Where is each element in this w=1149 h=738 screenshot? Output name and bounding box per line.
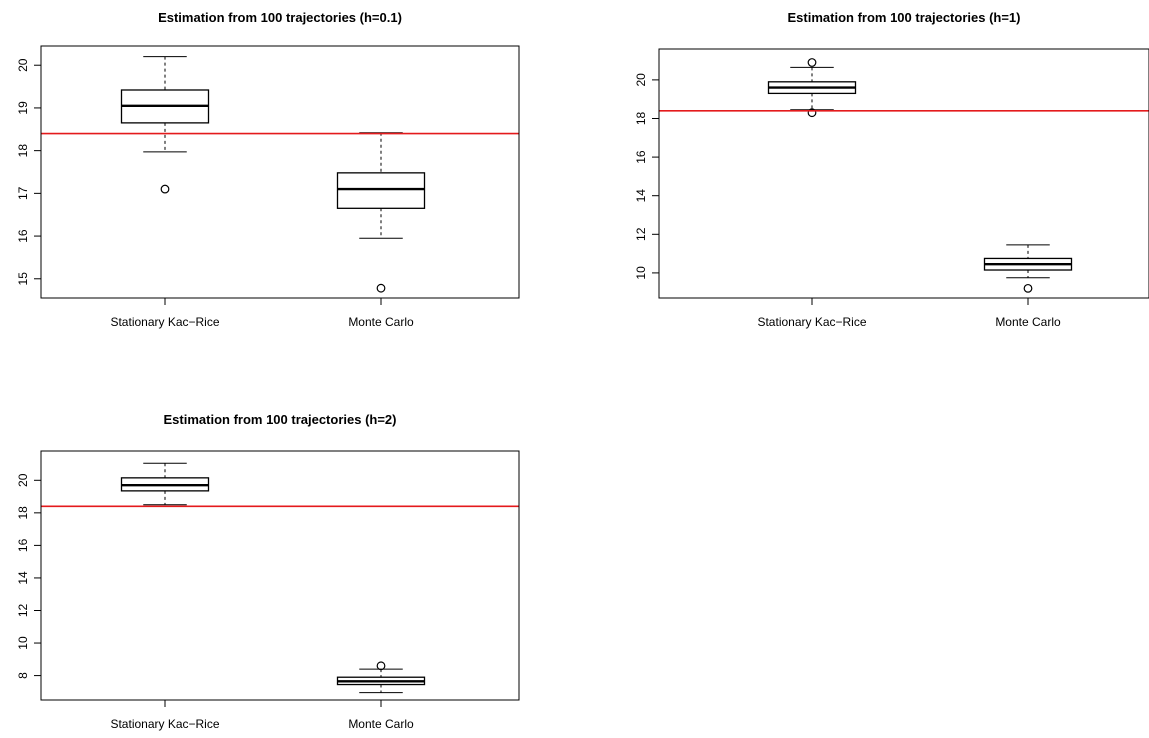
x-category-label: Monte Carlo xyxy=(348,315,414,329)
x-category-label: Stationary Kac−Rice xyxy=(757,315,866,329)
y-tick-label: 14 xyxy=(16,571,30,585)
y-tick-label: 19 xyxy=(16,101,30,115)
x-category-label: Stationary Kac−Rice xyxy=(110,315,219,329)
chart-title: Estimation from 100 trajectories (h=0.1) xyxy=(158,10,402,25)
box-monte-carlo xyxy=(336,661,426,694)
outlier-point xyxy=(807,58,817,67)
y-tick-label: 10 xyxy=(634,266,648,280)
y-tick-label: 8 xyxy=(16,672,30,679)
y-tick-label: 17 xyxy=(16,186,30,200)
outlier-point xyxy=(807,108,817,118)
x-category-label: Stationary Kac−Rice xyxy=(110,717,219,731)
y-tick-label: 14 xyxy=(634,189,648,203)
y-tick-label: 20 xyxy=(16,58,30,72)
chart-title: Estimation from 100 trajectories (h=1) xyxy=(788,10,1021,25)
box-monte-carlo xyxy=(336,132,426,293)
plot-frame xyxy=(658,48,1149,299)
outlier-point xyxy=(160,184,170,194)
y-tick-label: 15 xyxy=(16,272,30,286)
y-tick-label: 12 xyxy=(634,227,648,241)
plot-frame xyxy=(40,45,520,299)
box-stationary-kac-rice xyxy=(767,58,857,118)
chart-panel-2: Estimation from 100 trajectories (h=1) 10… xyxy=(634,10,1149,329)
y-tick-label: 18 xyxy=(16,506,30,520)
y-tick-label: 10 xyxy=(16,636,30,650)
y-tick-label: 18 xyxy=(634,111,648,125)
y-tick-label: 18 xyxy=(16,144,30,158)
y-tick-label: 16 xyxy=(16,229,30,243)
x-category-label: Monte Carlo xyxy=(348,717,414,731)
chart-title: Estimation from 100 trajectories (h=2) xyxy=(164,412,397,427)
box-stationary-kac-rice xyxy=(120,56,210,194)
outlier-point xyxy=(376,283,386,293)
chart-panel-3: Estimation from 100 trajectories (h=2) 8 1… xyxy=(16,412,520,731)
outlier-point xyxy=(1023,283,1033,293)
box-stationary-kac-rice xyxy=(120,462,210,506)
x-category-label: Monte Carlo xyxy=(995,315,1061,329)
box-monte-carlo xyxy=(983,244,1073,293)
y-tick-label: 20 xyxy=(16,473,30,487)
y-tick-label: 16 xyxy=(16,538,30,552)
y-tick-label: 12 xyxy=(16,603,30,617)
y-tick-label: 16 xyxy=(634,150,648,164)
plot-frame xyxy=(40,450,520,701)
outlier-point xyxy=(376,661,386,671)
y-tick-label: 20 xyxy=(634,73,648,87)
chart-panel-1: Estimation from 100 trajectories (h=0.1)… xyxy=(16,10,520,329)
iqr-box xyxy=(336,172,426,209)
